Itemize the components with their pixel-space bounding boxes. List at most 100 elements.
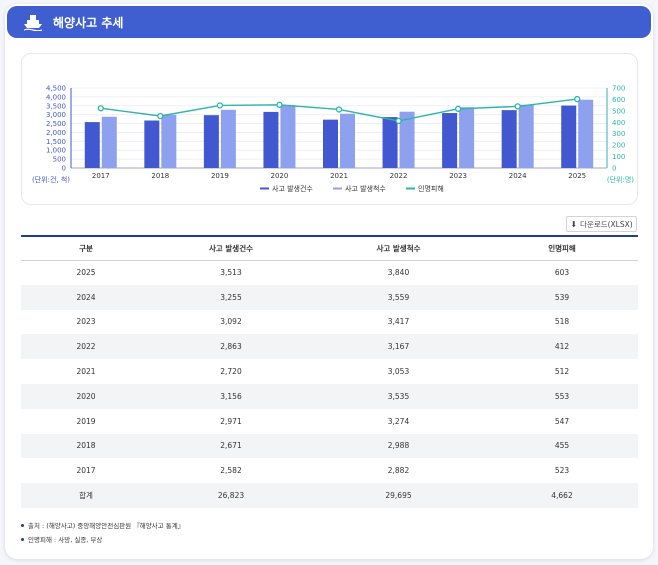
table-row: 2019 2,971 3,274 547 xyxy=(21,409,638,434)
table-cell: 3,535 xyxy=(387,391,410,401)
table-cell: 3,559 xyxy=(387,292,410,302)
bar-vessel-count xyxy=(220,109,236,168)
header-vessel-count: 사고 발생척수 xyxy=(376,243,421,253)
table-cell: 2022 xyxy=(76,342,96,352)
line-point-casualties xyxy=(276,101,283,108)
line-point-casualties xyxy=(216,102,224,109)
header-accident-count: 사고 발생건수 xyxy=(208,243,253,253)
table-cell: 3,156 xyxy=(220,391,242,401)
table-cell: 2,863 xyxy=(220,342,242,352)
bar-accident-count xyxy=(263,111,279,168)
unit-label-right: (단위:명) xyxy=(607,175,634,184)
notes: 출처 : (해양사고) 중앙해양안전심판원 『해양사고 통계』 인명피해 : 사… xyxy=(21,518,184,546)
x-tick-label: 2025 xyxy=(568,172,586,180)
accident-table: 구분 사고 발생건수 사고 발생척수 인명피해 2025 3,513 3,840 60… xyxy=(21,235,638,508)
x-tick-label: 2018 xyxy=(151,172,169,180)
x-tick-label: 2020 xyxy=(271,172,289,180)
bar-accident-count xyxy=(442,113,458,168)
y-tick-left: 3,500 xyxy=(46,102,66,110)
bar-vessel-count xyxy=(459,107,475,168)
y-tick-left: 2,000 xyxy=(46,129,66,137)
bar-accident-count xyxy=(382,117,398,168)
ship-icon xyxy=(23,15,43,31)
table-row: 2022 2,863 3,167 412 xyxy=(21,334,638,360)
table-cell: 2,882 xyxy=(387,466,410,476)
legend-label: 사고 발생건수 xyxy=(272,184,313,193)
table-cell: 539 xyxy=(554,292,570,302)
y-tick-right: 0 xyxy=(612,165,616,173)
table-cell: 29,695 xyxy=(385,491,412,501)
table-cell: 2021 xyxy=(76,367,96,377)
y-tick-right: 100 xyxy=(612,153,625,161)
bar-accident-count xyxy=(84,122,100,168)
bar-accident-count xyxy=(144,120,160,168)
table-cell: 2023 xyxy=(76,317,96,327)
download-icon: ⬇ xyxy=(570,219,578,229)
y-tick-left: 3,000 xyxy=(46,111,66,119)
download-label: 다운로드(XLSX) xyxy=(580,219,633,229)
line-point-casualties xyxy=(454,105,462,112)
y-tick-left: 0 xyxy=(62,165,66,173)
table-cell: 2,971 xyxy=(220,416,242,426)
table-row: 2018 2,671 2,988 455 xyxy=(21,433,638,459)
table-cell: 3,840 xyxy=(387,268,410,278)
y-tick-left: 4,500 xyxy=(46,85,66,93)
page-header: 해양사고 추세 xyxy=(7,6,651,38)
table-cell: 3,274 xyxy=(387,416,410,426)
table-cell: 2,720 xyxy=(220,367,242,377)
table-cell: 455 xyxy=(554,441,570,451)
y-tick-left: 500 xyxy=(53,156,66,164)
bar-accident-count xyxy=(561,105,577,168)
x-tick-label: 2019 xyxy=(211,172,229,180)
x-tick-label: 2021 xyxy=(330,172,348,180)
legend-label: 인명피해 xyxy=(418,184,444,193)
bar-vessel-count xyxy=(340,113,355,168)
table-cell: 2020 xyxy=(76,391,96,401)
table-cell: 2,988 xyxy=(387,441,410,451)
download-xlsx-button[interactable]: ⬇ 다운로드(XLSX) xyxy=(566,216,637,232)
bar-vessel-count xyxy=(161,114,177,168)
table-row: 합계 26,823 29,695 4,662 xyxy=(21,483,638,508)
table-cell: 2024 xyxy=(76,292,96,302)
table-cell: 3,092 xyxy=(220,317,242,327)
bar-accident-count xyxy=(323,119,338,168)
table-cell: 2025 xyxy=(76,268,96,278)
y-tick-left: 1,500 xyxy=(46,138,66,146)
y-tick-right: 700 xyxy=(612,85,625,93)
table-cell: 2017 xyxy=(76,466,96,476)
table-cell: 523 xyxy=(554,466,570,476)
note-item: 출처 : (해양사고) 중앙해양안전심판원 『해양사고 통계』 xyxy=(21,518,184,532)
bar-vessel-count xyxy=(280,105,296,168)
line-point-casualties xyxy=(97,105,104,112)
table-cell: 553 xyxy=(554,391,570,401)
table-cell: 4,662 xyxy=(551,491,573,501)
table-cell: 3,255 xyxy=(220,292,242,302)
bar-vessel-count xyxy=(399,111,415,168)
table-cell: 547 xyxy=(554,416,570,426)
y-tick-right: 200 xyxy=(612,142,625,150)
combo-chart: 4,5004,0003,5003,0002,5002,0001,5001,000… xyxy=(32,85,634,194)
table-cell: 2019 xyxy=(76,416,96,426)
table-row: 2017 2,582 2,882 523 xyxy=(21,458,638,483)
line-point-casualties xyxy=(157,112,164,120)
page-title: 해양사고 추세 xyxy=(53,15,124,30)
line-point-casualties xyxy=(395,117,402,125)
table-cell: 26,823 xyxy=(217,491,245,501)
line-point-casualties xyxy=(335,106,343,113)
bullet-icon xyxy=(21,537,24,541)
table-header-row: 구분 사고 발생건수 사고 발생척수 인명피해 xyxy=(21,236,638,260)
table-cell: 412 xyxy=(554,342,570,352)
table-cell: 518 xyxy=(554,317,570,327)
table-cell: 512 xyxy=(554,367,570,377)
bar-accident-count xyxy=(203,115,219,168)
x-tick-label: 2024 xyxy=(509,172,527,180)
table-row: 2025 3,513 3,840 603 xyxy=(21,260,638,285)
note-item: 인명피해 : 사망, 실종, 부상 xyxy=(21,532,184,546)
y-tick-left: 1,000 xyxy=(46,147,66,155)
chart-panel: 4,500 4,000 3,500 3,000 2,500 2,000 1,500 1,000… xyxy=(21,53,638,205)
bar-vessel-count xyxy=(101,116,117,168)
x-tick-label: 2022 xyxy=(390,172,408,180)
bar-vessel-count xyxy=(578,99,594,168)
table-cell: 합계 xyxy=(79,491,93,501)
bullet-icon xyxy=(21,523,24,527)
